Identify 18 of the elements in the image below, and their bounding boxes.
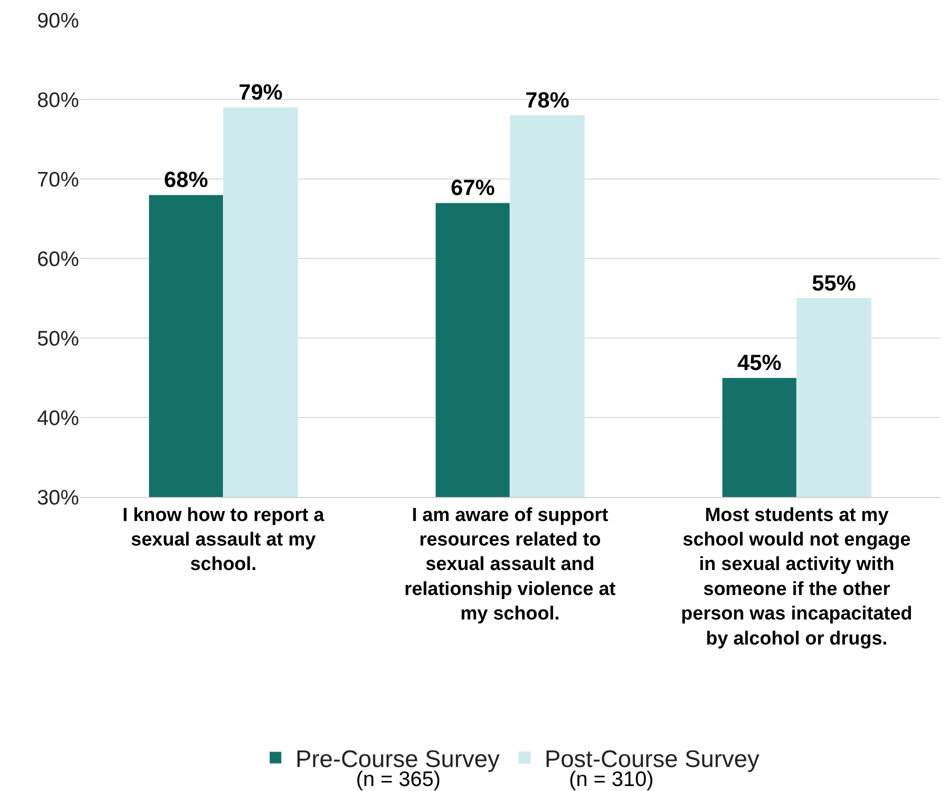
x-tick-label: I am aware of support resources related to sexual assault and relationship violence at my school. bbox=[404, 504, 616, 625]
y-tick-label: 30% bbox=[36, 486, 79, 510]
x-tick-label: I know how to report a sexual assault at my school. bbox=[122, 504, 325, 576]
y-tick-label: 80% bbox=[36, 88, 79, 112]
y-tick-label: 40% bbox=[36, 406, 79, 430]
data-label: 68% bbox=[164, 166, 208, 192]
data-label: 67% bbox=[450, 174, 495, 200]
text: (n = 310) bbox=[569, 768, 654, 791]
text: (n = 365) bbox=[356, 768, 441, 791]
data-label: 79% bbox=[238, 79, 283, 104]
y-tick-label: 60% bbox=[36, 248, 79, 271]
y-tick-label: 50% bbox=[36, 327, 79, 350]
data-label: 45% bbox=[737, 350, 782, 375]
y-tick-label: 70% bbox=[36, 168, 79, 192]
y-tick-label: 90% bbox=[36, 9, 79, 32]
data-label: 55% bbox=[812, 270, 856, 296]
x-tick-label: Most students at my school would not engage in sexual activity with someone if the other person was incapacitated by alcohol or drugs. bbox=[681, 504, 912, 650]
data-label: 78% bbox=[525, 87, 570, 112]
